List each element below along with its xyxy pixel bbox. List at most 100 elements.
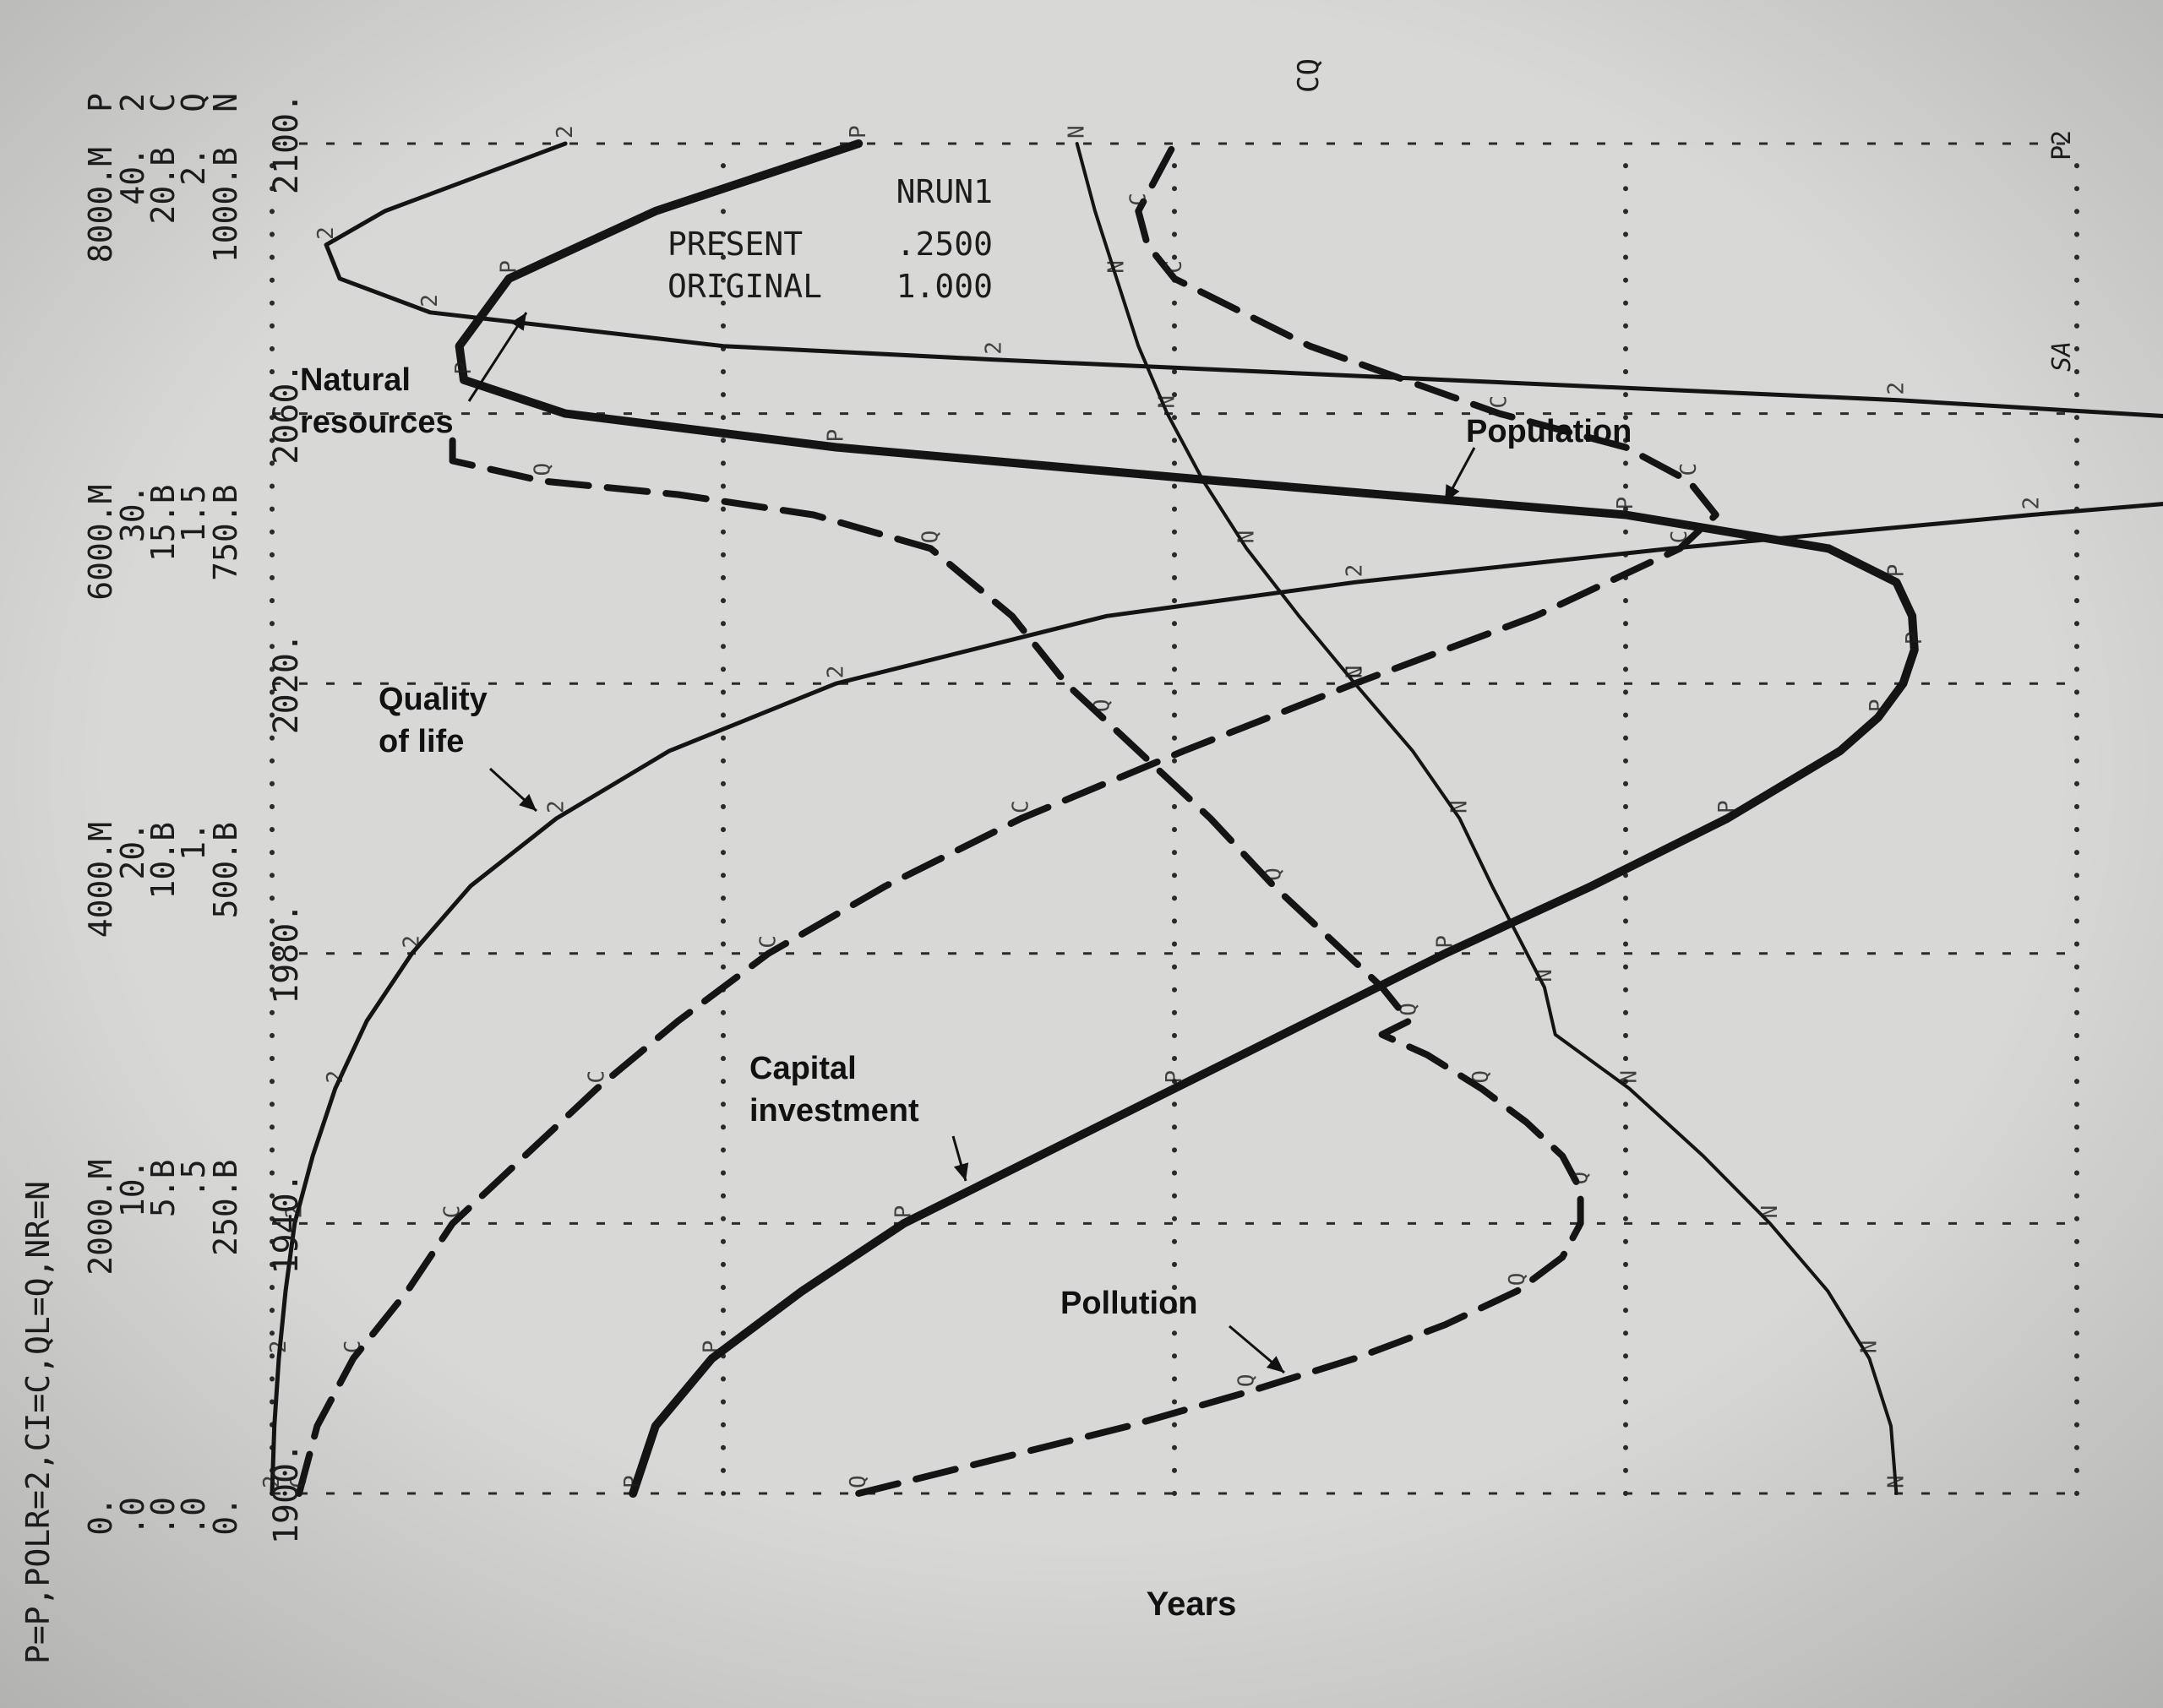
y-scale-tick-label: 1.	[175, 822, 212, 861]
run-info-row-label: ORIGINAL	[667, 268, 822, 305]
series-mark-pollution: 2	[981, 341, 1006, 355]
series-mark-pollution: 2	[417, 294, 443, 307]
y-scale-tick-label: 20.B	[144, 147, 182, 225]
series-mark-quality-of-life: Q	[846, 1475, 871, 1488]
series-mark-natural-resources: N	[1757, 1205, 1783, 1219]
corner-label-p2: P2	[2047, 130, 2077, 160]
series-mark-population: P	[451, 362, 477, 375]
run-info-row-value: .2500	[896, 226, 993, 263]
series-mark-pollution: 2	[282, 1205, 308, 1219]
series-mark-pollution: 2	[2019, 497, 2045, 510]
series-mark-population: P	[700, 1341, 725, 1354]
series-mark-population: P	[1432, 935, 1457, 949]
series-mark-natural-resources: N	[1883, 1475, 1909, 1488]
series-mark-capital-investment: C	[1676, 463, 1702, 476]
y-scale-tick-label: 750.B	[207, 485, 244, 581]
series-mark-capital-investment: C	[440, 1205, 466, 1219]
series-mark-population: P	[1866, 699, 1891, 712]
header-legend: P=P,POLR=2,CI=C,QL=Q,NR=N	[19, 1181, 57, 1664]
series-mark-population: P	[846, 125, 871, 139]
series-mark-population: P	[1162, 1070, 1187, 1084]
series-mark-capital-investment: C	[286, 1475, 312, 1488]
series-mark-quality-of-life: Q	[1505, 1273, 1530, 1286]
annotation-pollution: Pollution	[1060, 1286, 1198, 1321]
series-mark-quality-of-life: Q	[1468, 1070, 1494, 1084]
y-scale-tick-label: 10.B	[144, 822, 182, 900]
y-scale-tick-label: 0.	[82, 1497, 119, 1536]
annotation-natural-resources-arrowhead	[510, 313, 526, 331]
annotation-quality-of-life: Quality	[379, 682, 488, 717]
series-mark-capital-investment: C	[1667, 530, 1692, 544]
series-mark-capital-investment: C	[584, 1070, 609, 1084]
y-scale-tick-label: 30.	[114, 485, 151, 543]
series-mark-pollution: 2	[1883, 382, 1909, 395]
y-scale-tick-label: 5.B	[144, 1160, 182, 1218]
annotation-capital-investment-line2: investment	[749, 1093, 919, 1129]
annotation-natural-resources: Natural	[300, 362, 411, 398]
series-mark-capital-investment: C	[1486, 395, 1512, 409]
series-mark-population: P	[496, 260, 521, 274]
series-mark-quality-of-life: Q	[1397, 1003, 1422, 1016]
corner-label-sa: SA	[2047, 341, 2077, 372]
y-scale-tick-label: 1.5	[175, 485, 212, 543]
x-tick-label: 2060.	[267, 362, 306, 464]
series-mark-natural-resources: N	[1447, 800, 1472, 813]
y-scale-tick-label: .0	[144, 1497, 182, 1536]
annotation-quality-of-life-arrowhead	[519, 793, 537, 811]
series-line-population	[455, 139, 1919, 1498]
y-scale-tick-label: 250.B	[207, 1160, 244, 1256]
series-line-quality-of-life	[449, 437, 1584, 1497]
series-mark-pollution: 2	[543, 800, 569, 813]
series-mark-capital-investment: C	[1343, 666, 1368, 679]
series-mark-natural-resources: N	[1856, 1341, 1882, 1354]
series-mark-capital-investment: C	[755, 935, 781, 949]
run-info-row-value: 1.000	[896, 268, 993, 305]
y-scale-symbol: N	[207, 93, 244, 112]
y-scale-tick-label: 4000.M	[82, 822, 119, 938]
annotation-capital-investment-arrowhead	[953, 1162, 969, 1181]
series-mark-pollution: 2	[400, 935, 425, 949]
annotation-capital-investment: Capital	[749, 1051, 857, 1086]
series-mark-quality-of-life: Q	[1234, 1373, 1259, 1387]
y-scale-tick-label: 40.	[114, 147, 151, 205]
run-info-row-label: PRESENT	[667, 226, 803, 263]
series-mark-natural-resources: N	[1065, 125, 1090, 139]
y-scale-tick-label: 8000.M	[82, 147, 119, 263]
series-line-pollution	[270, 141, 2163, 1496]
y-scale-symbol: P	[82, 93, 119, 112]
series-mark-quality-of-life: Q	[1090, 699, 1115, 712]
series-mark-pollution: 2	[553, 125, 578, 139]
series-mark-population: P	[824, 429, 849, 443]
series-mark-natural-resources: N	[1616, 1070, 1642, 1084]
annotation-natural-resources-arrow	[467, 312, 528, 402]
series-mark-capital-investment: C	[1125, 193, 1151, 206]
y-scale-symbol: C	[144, 93, 182, 112]
series-mark-quality-of-life: Q	[918, 530, 944, 544]
y-scale-symbol: 2	[114, 93, 151, 112]
series-mark-natural-resources: N	[1343, 666, 1368, 679]
annotation-quality-of-life-line2: of life	[379, 724, 464, 759]
series-mark-population: P	[1613, 497, 1638, 510]
series-mark-pollution: 2	[824, 666, 849, 679]
series-mark-pollution: 2	[1343, 564, 1368, 578]
series-mark-natural-resources: N	[1154, 395, 1180, 409]
x-tick-label: 2020.	[267, 633, 306, 734]
series-mark-quality-of-life: Q	[1568, 1172, 1594, 1185]
y-scale-tick-label: 1000.B	[207, 147, 244, 263]
annotation-natural-resources-line2: resources	[300, 405, 454, 440]
y-scale-tick-label: 20.	[114, 822, 151, 880]
series-layer: N N N N N N N N N N N P P P P P P P P P P P P P P Q Q Q Q Q Q Q Q Q Q C C C C C…	[259, 125, 2163, 1498]
y-scale-tick-label: 0.	[207, 1497, 244, 1536]
y-scale-tick-label: .0	[175, 1497, 212, 1536]
series-mark-population: P	[1883, 564, 1909, 578]
series-mark-pollution: 2	[259, 1475, 285, 1488]
y-scale-tick-label: .5	[175, 1160, 212, 1199]
x-axis-label: Years	[1147, 1586, 1237, 1623]
top-label: CQ	[1292, 58, 1326, 93]
series-mark-population: P	[620, 1475, 646, 1488]
annotation-population: Population	[1466, 414, 1632, 449]
annotation-pollution-arrowhead	[1266, 1356, 1284, 1373]
x-tick-label: 1940.	[267, 1172, 306, 1274]
